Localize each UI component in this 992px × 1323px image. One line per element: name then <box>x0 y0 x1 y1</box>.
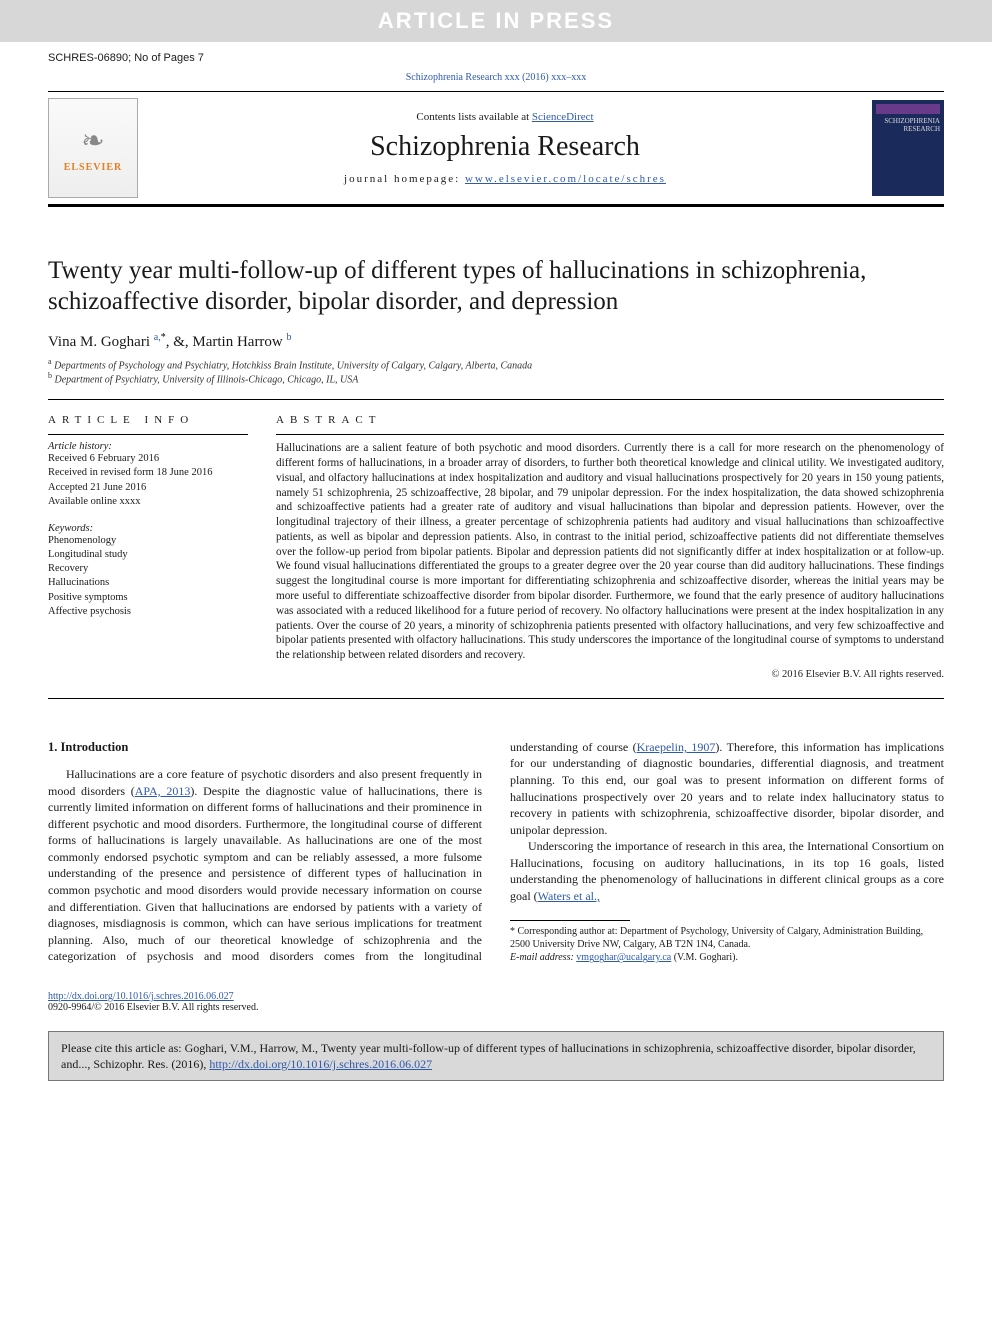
history-lines: Received 6 February 2016 Received in rev… <box>48 452 248 509</box>
body-columns: 1. Introduction Hallucinations are a cor… <box>48 739 944 965</box>
keyword: Longitudinal study <box>48 548 248 562</box>
history-label: Article history: <box>48 441 248 452</box>
section-title: Introduction <box>61 740 129 754</box>
footnote-rule <box>510 920 630 921</box>
running-head: SCHRES-06890; No of Pages 7 <box>48 42 944 68</box>
homepage-link[interactable]: www.elsevier.com/locate/schres <box>465 173 666 185</box>
p1d: ). Therefore, this information has impli… <box>510 740 944 837</box>
journal-ref-top[interactable]: Schizophrenia Research xxx (2016) xxx–xx… <box>48 68 944 91</box>
contents-line: Contents lists available at ScienceDirec… <box>150 111 860 123</box>
keyword: Recovery <box>48 562 248 576</box>
affiliation-a: a Departments of Psychology and Psychiat… <box>48 357 944 371</box>
affiliations: a Departments of Psychology and Psychiat… <box>48 357 944 386</box>
keyword: Hallucinations <box>48 576 248 590</box>
history-line: Accepted 21 June 2016 <box>48 481 248 495</box>
keywords-label: Keywords: <box>48 523 248 534</box>
affil-text-a: Departments of Psychology and Psychiatry… <box>54 360 532 371</box>
affil-sup-b: b <box>48 371 52 380</box>
publisher-logo[interactable]: ❧ ELSEVIER <box>48 98 138 198</box>
p1b: ). Despite the diagnostic value of hallu… <box>48 784 482 897</box>
keyword: Positive symptoms <box>48 591 248 605</box>
article-info-heading: article info <box>48 406 248 432</box>
author-1[interactable]: Vina M. Goghari <box>48 334 154 350</box>
watermark-banner: ARTICLE IN PRESS <box>0 0 992 42</box>
masthead-center: Contents lists available at ScienceDirec… <box>150 111 860 185</box>
page-content: SCHRES-06890; No of Pages 7 Schizophreni… <box>0 42 992 1013</box>
email-label: E-mail address: <box>510 952 576 963</box>
issn-copyright: 0920-9964/© 2016 Elsevier B.V. All right… <box>48 1002 258 1013</box>
journal-name: Schizophrenia Research <box>150 131 860 163</box>
info-abstract-row: article info Article history: Received 6… <box>48 406 944 680</box>
affil-sup-a: a <box>48 357 52 366</box>
history-line: Available online xxxx <box>48 495 248 509</box>
masthead: ❧ ELSEVIER Contents lists available at S… <box>48 91 944 207</box>
abstract-col: abstract Hallucinations are a salient fe… <box>276 406 944 680</box>
footnote-text: Corresponding author at: Department of P… <box>510 926 923 950</box>
title-block: Twenty year multi-follow-up of different… <box>48 255 944 385</box>
affiliation-b: b Department of Psychiatry, University o… <box>48 371 944 385</box>
doi-link[interactable]: http://dx.doi.org/10.1016/j.schres.2016.… <box>48 991 234 1002</box>
article-info-body: Article history: Received 6 February 201… <box>48 434 248 619</box>
rule-below-abstract <box>48 698 944 699</box>
journal-cover-thumb[interactable]: SCHIZOPHRENIA RESEARCH <box>872 100 944 196</box>
homepage-prefix: journal homepage: <box>344 173 465 185</box>
email-suffix: (V.M. Goghari). <box>671 952 738 963</box>
rule-above-info <box>48 399 944 400</box>
sciencedirect-link[interactable]: ScienceDirect <box>532 111 594 123</box>
email-link[interactable]: vmgoghar@ucalgary.ca <box>576 952 671 963</box>
author-2[interactable]: Martin Harrow <box>192 334 286 350</box>
article-title: Twenty year multi-follow-up of different… <box>48 255 944 318</box>
publisher-name: ELSEVIER <box>64 162 123 173</box>
contents-prefix: Contents lists available at <box>416 111 531 123</box>
section-heading: 1. Introduction <box>48 739 482 756</box>
cite-doi-link[interactable]: http://dx.doi.org/10.1016/j.schres.2016.… <box>209 1057 432 1071</box>
author-2-affil-sup: b <box>287 332 292 343</box>
abstract-copyright: © 2016 Elsevier B.V. All rights reserved… <box>276 669 944 680</box>
affil-text-b: Department of Psychiatry, University of … <box>55 374 359 385</box>
keyword: Phenomenology <box>48 534 248 548</box>
corresponding-footnote: * Corresponding author at: Department of… <box>510 925 944 964</box>
homepage-line: journal homepage: www.elsevier.com/locat… <box>150 173 860 185</box>
history-line: Received in revised form 18 June 2016 <box>48 466 248 480</box>
cite-this-box: Please cite this article as: Goghari, V.… <box>48 1031 944 1081</box>
citation-waters[interactable]: Waters et al., <box>538 889 600 903</box>
cite-text: Please cite this article as: Goghari, V.… <box>61 1041 916 1071</box>
cover-title: SCHIZOPHRENIA RESEARCH <box>876 117 940 133</box>
footer: http://dx.doi.org/10.1016/j.schres.2016.… <box>48 991 944 1013</box>
body-para-2: Underscoring the importance of research … <box>510 838 944 904</box>
author-sep: , &, <box>166 334 193 350</box>
citation-kraepelin-1907[interactable]: Kraepelin, 1907 <box>637 740 716 754</box>
citation-apa-2013[interactable]: APA, 2013 <box>135 784 191 798</box>
author-1-affil-sup: a, <box>154 332 161 343</box>
cover-bar <box>876 104 940 114</box>
section-number: 1. <box>48 740 57 754</box>
article-info-col: article info Article history: Received 6… <box>48 406 248 680</box>
history-line: Received 6 February 2016 <box>48 452 248 466</box>
author-line: Vina M. Goghari a,*, &, Martin Harrow b <box>48 332 944 351</box>
abstract-heading: abstract <box>276 406 944 432</box>
keyword: Affective psychosis <box>48 605 248 619</box>
keywords-list: Phenomenology Longitudinal study Recover… <box>48 534 248 619</box>
tree-icon: ❧ <box>81 124 104 158</box>
abstract-text: Hallucinations are a salient feature of … <box>276 434 944 663</box>
